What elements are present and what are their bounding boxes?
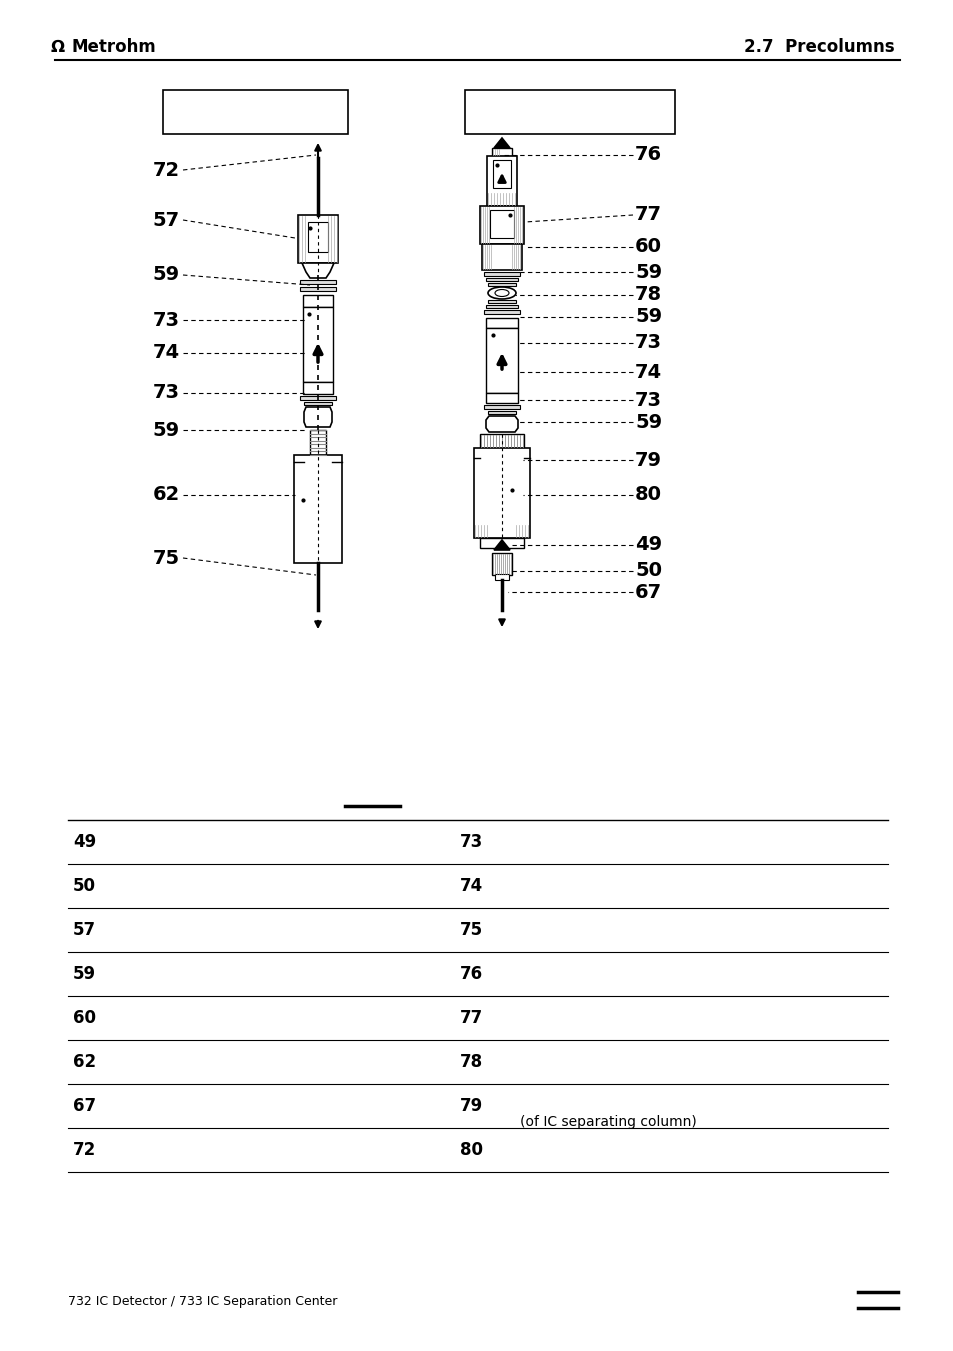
Text: 76: 76	[459, 965, 482, 984]
Text: 59: 59	[73, 965, 96, 984]
Text: 72: 72	[152, 161, 180, 180]
Bar	[163, 91, 348, 134]
Text: 80: 80	[459, 1142, 482, 1159]
Text: 75: 75	[152, 549, 180, 567]
Text: 78: 78	[635, 285, 661, 304]
Text: 79: 79	[635, 450, 661, 470]
Text: 77: 77	[635, 205, 661, 224]
Bar	[474, 449, 530, 538]
Text: 67: 67	[635, 582, 661, 601]
Text: 74: 74	[635, 362, 661, 381]
Bar	[493, 159, 511, 188]
Text: 59: 59	[152, 420, 180, 439]
Text: 67: 67	[73, 1097, 96, 1115]
Polygon shape	[485, 416, 517, 432]
Bar	[485, 305, 517, 308]
Text: 72: 72	[73, 1142, 96, 1159]
Bar	[303, 307, 333, 382]
Bar	[299, 280, 335, 284]
Polygon shape	[494, 138, 510, 149]
Bar	[294, 455, 341, 563]
Bar	[310, 430, 326, 455]
Bar	[479, 205, 523, 245]
Bar	[297, 215, 337, 263]
Bar	[492, 553, 512, 576]
Text: 732 IC Detector / 733 IC Separation Center: 732 IC Detector / 733 IC Separation Cent…	[68, 1296, 337, 1309]
Bar	[303, 382, 333, 394]
Bar	[483, 405, 519, 409]
Text: 75: 75	[459, 921, 482, 939]
Text: 73: 73	[152, 311, 180, 330]
Bar	[488, 411, 516, 413]
Text: (of IC separating column): (of IC separating column)	[519, 1115, 696, 1129]
Text: 62: 62	[73, 1052, 96, 1071]
Bar	[486, 155, 517, 205]
Bar	[483, 309, 519, 313]
Polygon shape	[304, 407, 332, 427]
Text: 73: 73	[635, 390, 661, 409]
Text: 49: 49	[73, 834, 96, 851]
Text: 49: 49	[635, 535, 661, 554]
Bar	[488, 300, 516, 303]
Text: 57: 57	[152, 211, 180, 230]
Bar	[485, 278, 517, 281]
Bar	[485, 328, 517, 393]
Text: 60: 60	[635, 238, 661, 257]
Ellipse shape	[488, 286, 516, 299]
Text: 59: 59	[635, 262, 661, 281]
Bar	[299, 286, 335, 290]
Polygon shape	[302, 263, 334, 278]
Polygon shape	[494, 540, 510, 550]
Text: 73: 73	[635, 334, 661, 353]
Bar	[485, 317, 517, 328]
Text: 59: 59	[635, 308, 661, 327]
Bar	[488, 282, 516, 286]
Text: 78: 78	[459, 1052, 482, 1071]
Text: 73: 73	[152, 384, 180, 403]
Ellipse shape	[495, 289, 509, 296]
Text: Metrohm: Metrohm	[71, 38, 156, 55]
Text: 57: 57	[73, 921, 96, 939]
Text: Ω: Ω	[51, 38, 65, 55]
Text: 62: 62	[152, 485, 180, 504]
Bar	[495, 574, 509, 580]
Bar	[479, 538, 523, 549]
Text: 59: 59	[152, 266, 180, 285]
Text: 73: 73	[459, 834, 483, 851]
Bar	[479, 434, 523, 449]
Text: 80: 80	[635, 485, 661, 504]
Text: 76: 76	[635, 146, 661, 165]
Bar	[481, 245, 521, 270]
Bar	[308, 222, 328, 253]
Bar	[490, 209, 514, 238]
Bar	[303, 295, 333, 307]
Text: 50: 50	[635, 562, 661, 581]
Text: 74: 74	[459, 877, 483, 894]
Bar	[492, 149, 512, 155]
Text: 77: 77	[459, 1009, 483, 1027]
Bar	[304, 403, 332, 405]
Bar	[483, 272, 519, 276]
Bar	[299, 396, 335, 400]
Bar	[464, 91, 675, 134]
Text: 74: 74	[152, 343, 180, 362]
Text: 60: 60	[73, 1009, 96, 1027]
Text: 59: 59	[635, 412, 661, 431]
Text: 2.7  Precolumns: 2.7 Precolumns	[743, 38, 894, 55]
Bar	[485, 393, 517, 403]
Text: 50: 50	[73, 877, 96, 894]
Text: 79: 79	[459, 1097, 483, 1115]
